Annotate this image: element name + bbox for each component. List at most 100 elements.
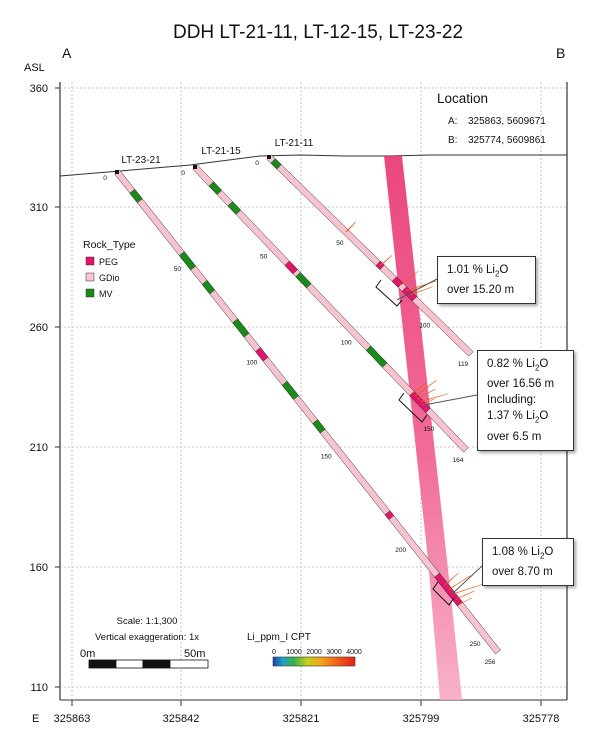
vertical-exaggeration-text: Vertical exaggeration: 1x xyxy=(95,632,199,643)
figure-title: DDH LT-21-11, LT-12-15, LT-23-22 xyxy=(173,22,463,43)
collar-marker xyxy=(115,170,119,174)
y-tick-label: 360 xyxy=(30,83,48,95)
hole-interval-mv xyxy=(227,201,242,215)
topography-line xyxy=(59,154,567,177)
li-assay-spike xyxy=(448,575,471,590)
hole-interval-mv xyxy=(270,158,282,170)
location-title: Location xyxy=(437,91,488,106)
colorbar-tick-label: 1000 xyxy=(286,649,302,656)
legend-swatch-mv xyxy=(85,288,95,298)
x-tick-label: 325863 xyxy=(54,713,91,725)
y-tick-label: 260 xyxy=(30,322,48,334)
callout-2-sub-grade: 1.37 % Li2O xyxy=(487,410,549,425)
li-assay-spike xyxy=(417,388,436,400)
x-tick-label: 325778 xyxy=(523,713,560,725)
callout-2-grade: 0.82 % Li2O xyxy=(487,358,549,373)
x-tick-label: 325799 xyxy=(403,713,440,725)
intercept-bracket-1 xyxy=(375,279,403,307)
depth-label: 100 xyxy=(341,340,352,347)
legend-swatch-peg xyxy=(85,256,95,266)
callout-leader-1 xyxy=(396,278,438,301)
hole-name-label: LT-21-11 xyxy=(275,138,314,149)
location-a-coords: 325863, 5609671 xyxy=(468,116,546,127)
y-tick-label: 110 xyxy=(30,682,48,694)
location-b-label: B: xyxy=(448,135,457,146)
depth-label: 100 xyxy=(246,360,257,367)
drill-hole-lt-21-11: LT-21-11 0 50 100 119 xyxy=(255,138,474,368)
scale-block: Scale: 1:1,300 Vertical exaggeration: 1x… xyxy=(80,616,209,669)
depth-label: 150 xyxy=(423,426,434,433)
location-b-coords: 325774, 5609861 xyxy=(468,135,546,146)
li-assay-spike xyxy=(459,597,473,605)
assay-callout-3: 1.08 % Li2O over 8.70 m xyxy=(482,538,574,587)
legend-label-gdio: GDio xyxy=(99,273,120,283)
depth-label: 164 xyxy=(453,457,464,464)
hole-interval-mv xyxy=(232,318,250,338)
depth-label: 50 xyxy=(336,240,344,247)
x-tick-label: 325821 xyxy=(283,713,320,725)
li-assay-spike xyxy=(379,255,393,266)
depth-label: 119 xyxy=(458,361,469,368)
hole-interval-mv xyxy=(312,419,326,434)
hole-interval-mv xyxy=(295,271,312,289)
colorbar-tick-label: 2000 xyxy=(306,649,322,656)
collar-marker xyxy=(193,165,197,169)
y-tick-label: 310 xyxy=(30,202,48,214)
depth-label: 0 xyxy=(181,170,185,177)
drill-hole-lt-23-21: LT-23-21 0 50 100 150 200 250 256 xyxy=(103,155,501,666)
hole-interval-mv xyxy=(208,181,223,196)
location-a-label: A: xyxy=(448,116,457,127)
hole-interval-peg xyxy=(255,347,269,362)
hole-interval-mv xyxy=(365,345,388,368)
colorbar-gradient xyxy=(272,656,356,667)
x-axis-ticks: 325863 325842 325821 325799 325778 xyxy=(54,700,560,725)
y-tick-label: 210 xyxy=(30,442,48,454)
y-axis-ticks: 360 310 260 210 160 110 xyxy=(30,83,60,694)
depth-label: 50 xyxy=(260,253,268,260)
hole-interval-peg xyxy=(391,276,403,288)
x-tick-label: 325842 xyxy=(163,713,200,725)
scale-bar xyxy=(88,659,209,669)
intercept-brackets xyxy=(375,278,483,606)
callout-2-length: over 16.56 m xyxy=(487,378,555,391)
hole-interval-mv xyxy=(178,251,197,271)
li-assay-spike xyxy=(400,270,419,286)
colorbar-title: Li_ppm_I CPT xyxy=(247,632,311,643)
colorbar-ticks: 0 1000 2000 3000 4000 xyxy=(272,649,362,656)
scale-end-label: 50m xyxy=(184,648,205,660)
li-assay-spike xyxy=(452,584,483,595)
collar-marker xyxy=(267,155,271,159)
colorbar-tick-label: 3000 xyxy=(326,649,342,656)
callout-1-length: over 15.20 m xyxy=(447,284,515,297)
callout-3-grade: 1.08 % Li2O xyxy=(492,546,554,561)
callout-1-grade: 1.01 % Li2O xyxy=(447,264,509,279)
hole-interval-mv xyxy=(201,280,216,295)
colorbar-tick-label: 0 xyxy=(272,649,276,656)
assay-callout-1: 1.01 % Li2O over 15.20 m xyxy=(437,256,536,305)
depth-label: 100 xyxy=(419,323,430,330)
callout-2-including: Including: xyxy=(487,394,537,407)
rock-type-legend: Rock_Type PEG GDio MV xyxy=(83,239,136,299)
li-colorbar: Li_ppm_I CPT 0 1000 2000 3000 4000 xyxy=(247,632,362,667)
depth-label: 50 xyxy=(174,266,182,273)
x-axis-prefix: E xyxy=(32,713,39,725)
legend-title: Rock_Type xyxy=(83,239,136,251)
hole-name-label: LT-21-15 xyxy=(201,146,241,157)
drill-holes: LT-23-21 0 50 100 150 200 250 256 LT-21-15 0 50 100… xyxy=(103,138,501,666)
legend-swatch-gdio xyxy=(85,272,95,282)
colorbar-tick-label: 4000 xyxy=(346,649,362,656)
hole-name-label: LT-23-21 xyxy=(121,155,161,166)
legend-label-peg: PEG xyxy=(99,257,118,267)
li-assay-spike xyxy=(411,383,426,394)
scale-start-label: 0m xyxy=(80,648,95,660)
li-assay-spike xyxy=(345,221,356,233)
callout-leader-2 xyxy=(423,394,478,406)
li-assay-spike xyxy=(419,393,449,403)
li-assay-spike xyxy=(444,572,459,586)
intercept-bracket-3 xyxy=(432,581,455,606)
depth-label: 150 xyxy=(321,453,332,460)
section-end-b: B xyxy=(556,45,565,61)
depth-label: 200 xyxy=(395,547,406,554)
depth-label: 0 xyxy=(255,160,259,167)
